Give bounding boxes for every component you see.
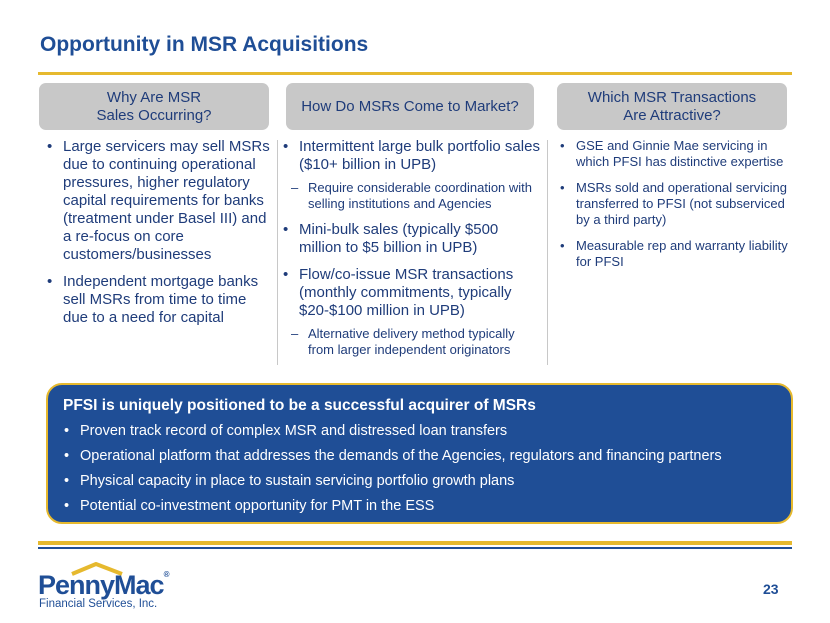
logo-wordmark: PennyMac® <box>38 570 170 600</box>
callout-item: Potential co-investment opportunity for … <box>63 498 777 515</box>
column-which: GSE and Ginnie Mae servicing in which PF… <box>553 138 791 280</box>
bullet-list: Large servicers may sell MSRs due to con… <box>40 138 272 327</box>
column-header-how: How Do MSRs Come to Market? <box>286 83 534 130</box>
roof-icon <box>71 562 123 576</box>
page-number: 23 <box>763 581 779 597</box>
callout-item: Physical capacity in place to sustain se… <box>63 473 777 490</box>
callout-box: PFSI is uniquely positioned to be a succ… <box>46 383 793 524</box>
bullet-list: GSE and Ginnie Mae servicing in which PF… <box>553 138 791 270</box>
list-item: Mini-bulk sales (typically $500 million … <box>276 221 544 257</box>
list-item: GSE and Ginnie Mae servicing in which PF… <box>553 138 791 170</box>
sub-list-item: Alternative delivery method typically fr… <box>276 326 544 358</box>
list-item: Flow/co-issue MSR transactions (monthly … <box>276 266 544 320</box>
pennymac-logo: PennyMac® Financial Services, Inc. <box>38 562 188 614</box>
callout-item: Operational platform that addresses the … <box>63 448 777 465</box>
bullet-list: Intermittent large bulk portfolio sales … <box>276 138 544 358</box>
column-how: Intermittent large bulk portfolio sales … <box>276 138 544 367</box>
column-why: Large servicers may sell MSRs due to con… <box>40 138 272 336</box>
footer-divider <box>38 541 792 545</box>
list-item: MSRs sold and operational servicing tran… <box>553 180 791 228</box>
list-item: Independent mortgage banks sell MSRs fro… <box>40 273 272 327</box>
callout-list: Proven track record of complex MSR and d… <box>63 423 777 515</box>
list-item: Intermittent large bulk portfolio sales … <box>276 138 544 174</box>
sub-list-item: Require considerable coordination with s… <box>276 180 544 212</box>
column-header-which: Which MSR Transactions Are Attractive? <box>557 83 787 130</box>
page-title: Opportunity in MSR Acquisitions <box>40 33 369 56</box>
column-header-why: Why Are MSR Sales Occurring? <box>39 83 269 130</box>
callout-title: PFSI is uniquely positioned to be a succ… <box>63 397 536 414</box>
logo-subtitle: Financial Services, Inc. <box>39 598 158 610</box>
title-divider <box>38 72 792 75</box>
callout-item: Proven track record of complex MSR and d… <box>63 423 777 440</box>
footer-divider-thin <box>38 547 792 549</box>
column-divider <box>547 140 548 365</box>
list-item: Large servicers may sell MSRs due to con… <box>40 138 272 264</box>
list-item: Measurable rep and warranty liability fo… <box>553 238 791 270</box>
